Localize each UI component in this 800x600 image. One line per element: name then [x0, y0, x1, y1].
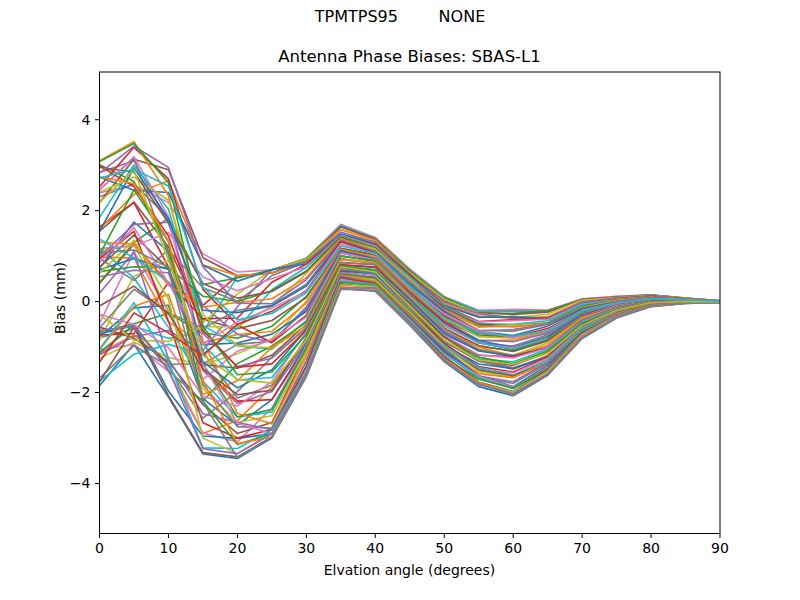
chart-canvas: 0 10 20 30 40 50 60 70 80 90 −4 −2 0 2 4 — [0, 0, 800, 600]
x-tick-label: 40 — [366, 540, 384, 556]
y-tick-label: 2 — [82, 202, 91, 218]
y-tick-label: 0 — [82, 293, 91, 309]
x-tick-label: 10 — [160, 540, 178, 556]
x-tick-label: 50 — [435, 540, 453, 556]
figure: TPMTPS95 NONE Antenna Phase Biases: SBAS… — [0, 0, 800, 600]
y-tick-label: −2 — [70, 384, 91, 400]
x-tick-label: 60 — [504, 540, 522, 556]
x-tick-label: 90 — [711, 540, 729, 556]
x-tick-label: 30 — [297, 540, 315, 556]
x-tick-label: 0 — [95, 540, 104, 556]
x-tick-label: 70 — [573, 540, 591, 556]
x-tick-label: 20 — [228, 540, 246, 556]
x-tick-label: 80 — [642, 540, 660, 556]
y-tick-label: −4 — [70, 475, 91, 491]
y-tick-label: 4 — [82, 112, 91, 128]
